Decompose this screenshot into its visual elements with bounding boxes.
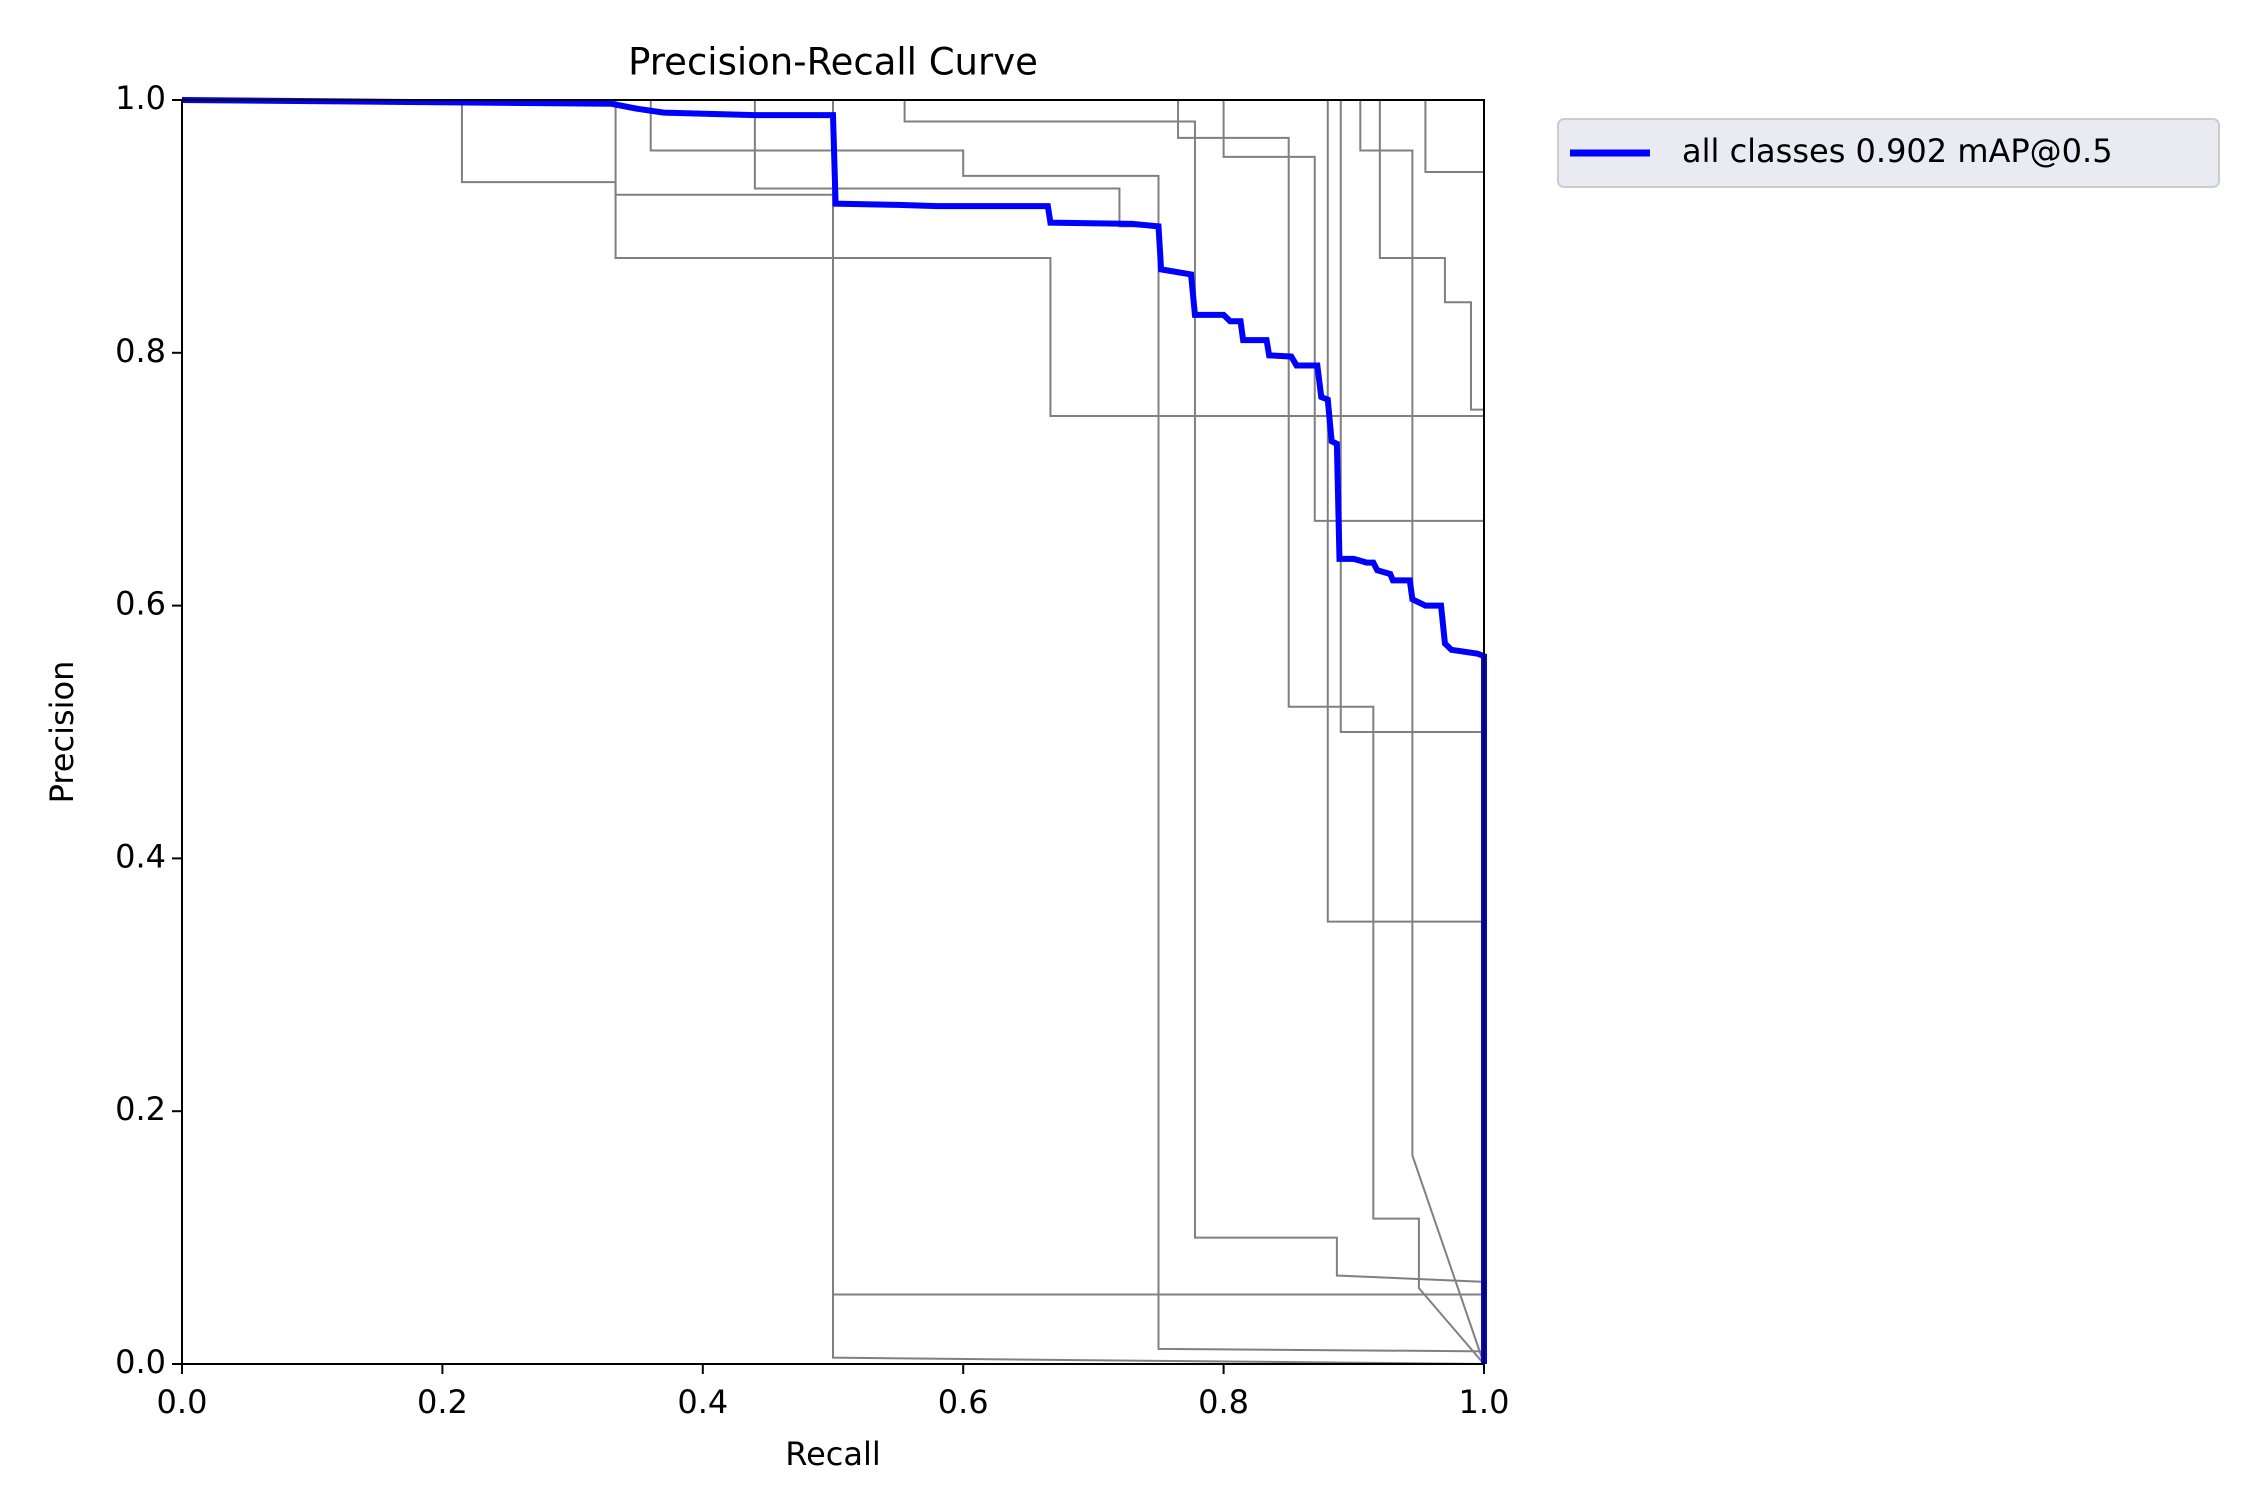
x-axis-label: Recall [785, 1435, 880, 1473]
x-tick-label: 0.8 [1198, 1383, 1249, 1421]
legend-label: all classes 0.902 mAP@0.5 [1682, 132, 2113, 170]
x-tick-label: 1.0 [1459, 1383, 1510, 1421]
y-tick-label: 0.2 [115, 1090, 166, 1128]
pr-curve-class [182, 99, 1485, 1364]
x-tick-label: 0.0 [157, 1383, 208, 1421]
x-tick-label: 0.6 [938, 1383, 989, 1421]
x-tick-label: 0.4 [677, 1383, 728, 1421]
y-tick-label: 0.4 [115, 837, 166, 875]
legend: all classes 0.902 mAP@0.5 [1557, 118, 2220, 188]
y-axis-label: Precision [43, 661, 81, 804]
y-tick-label: 1.0 [115, 79, 166, 117]
pr-curve-class [182, 99, 1485, 1365]
x-tick-label: 0.2 [417, 1383, 468, 1421]
y-tick-label: 0.8 [115, 332, 166, 370]
chart-title: Precision-Recall Curve [628, 41, 1038, 84]
y-tick-label: 0.0 [115, 1343, 166, 1381]
axes-frame [181, 99, 1485, 1365]
y-tick-label: 0.6 [115, 585, 166, 623]
pr-curve-class [182, 99, 1485, 1364]
pr-curve-all [181, 97, 1487, 1364]
pr-curve-class [182, 99, 1485, 1364]
legend-box [1557, 118, 2220, 188]
